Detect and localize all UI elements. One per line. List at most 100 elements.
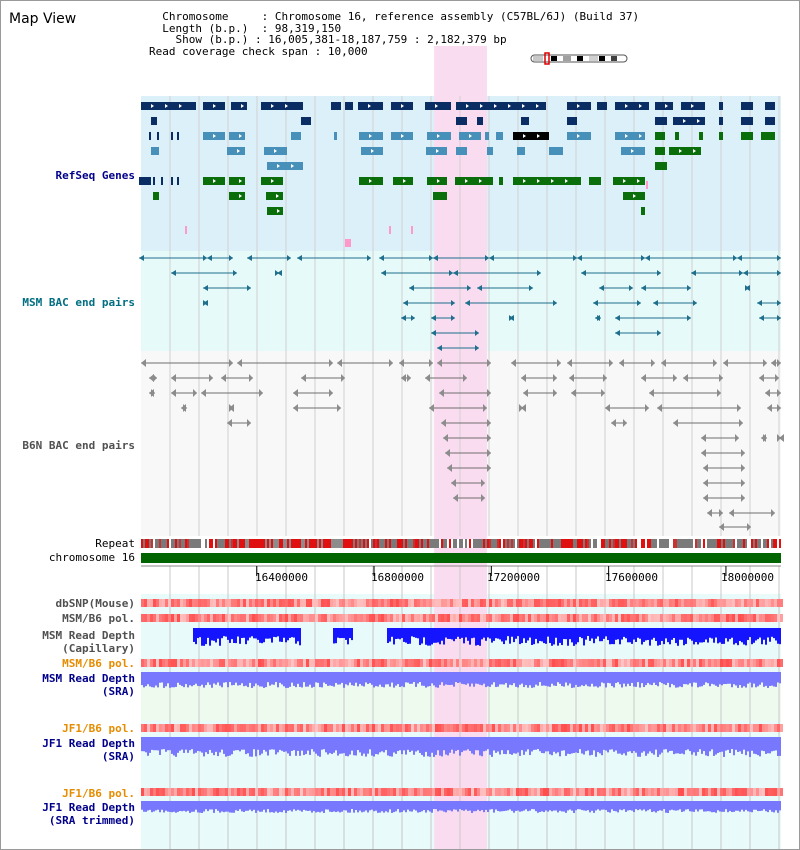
jf1-b6-pol-heat-cell [141, 724, 144, 732]
dbsnp-heat-cell [432, 599, 435, 607]
gene-strand-marker [697, 119, 700, 123]
jf1-trimmed-depth-bar [459, 801, 461, 810]
jf1-b6-pol-heat-cell [441, 724, 444, 732]
msm-sra-depth-bar [525, 672, 527, 686]
repeat-segment [543, 539, 545, 548]
msm-b6-pol-heat-cell [723, 659, 726, 667]
jf1-b6-pol-heat-cell [513, 788, 516, 796]
dbsnp-heat-cell [462, 599, 465, 607]
gene-strand-marker [239, 194, 242, 198]
msm-sra-depth-bar [601, 672, 603, 683]
msm-capillary-depth-bar [685, 628, 687, 644]
msm-capillary-depth-bar [591, 628, 593, 639]
msm-b6-pol-heat-cell [768, 659, 771, 667]
jf1-b6-pol-heat-cell [504, 724, 507, 732]
msm-capillary-depth-bar [453, 628, 455, 642]
jf1-b6-pol-heat-cell [699, 788, 702, 796]
jf1-trimmed-depth-bar [303, 801, 305, 810]
gene-feature [301, 117, 311, 125]
jf1-b6-pol-heat-cell [561, 724, 564, 732]
jf1-trimmed-depth-bar [291, 801, 293, 812]
jf1-trimmed-depth-bar [197, 801, 199, 813]
jf1-b6-pol-heat-cell [144, 724, 147, 732]
jf1-sra-depth-bar [455, 737, 457, 751]
repeat-segment [737, 539, 739, 548]
msm-b6-pol-heat-cell [744, 614, 747, 622]
msm-capillary-depth-bar [285, 628, 287, 643]
dbsnp-heat-cell [327, 599, 330, 607]
jf1-b6-pol-heat-cell [204, 788, 207, 796]
msm-capillary-depth-bar [723, 628, 725, 644]
msm-capillary-depth-bar [733, 628, 735, 645]
msm-b6-pol-heat-cell [771, 659, 774, 667]
jf1-b6-pol-heat-cell [258, 724, 261, 732]
b6n-bac-end [767, 404, 772, 412]
b6n-bac-end [337, 359, 342, 367]
repeat-segment [285, 539, 287, 548]
msm-b6-pol-heat-cell [471, 659, 474, 667]
msm-b6-pol-heat-cell [210, 659, 213, 667]
jf1-b6-pol-heat-cell [213, 724, 216, 732]
msm-capillary-depth-bar [507, 628, 509, 637]
msm-capillary-depth-bar [239, 628, 241, 644]
jf1-sra-depth-bar [617, 737, 619, 754]
msm-b6-pol-heat-cell [246, 614, 249, 622]
repeat-segment [405, 539, 407, 548]
dbsnp-heat-cell [318, 599, 321, 607]
jf1-b6-pol-heat-cell [219, 788, 222, 796]
jf1-b6-pol-heat-cell [669, 788, 672, 796]
msm-b6-pol-heat-cell [327, 614, 330, 622]
repeat-segment [505, 539, 507, 548]
msm-b6-pol-heat-cell [351, 614, 354, 622]
msm-sra-depth-bar [427, 672, 429, 687]
repeat-segment [333, 539, 335, 548]
msm-sra-depth-bar [483, 672, 485, 684]
gene-strand-marker [494, 104, 497, 108]
msm-capillary-depth-bar [333, 628, 335, 644]
msm-capillary-depth-bar [227, 628, 229, 640]
jf1-sra-depth-bar [653, 737, 655, 755]
jf1-b6-pol-heat-cell [438, 724, 441, 732]
jf1-b6-pol-heat-cell [606, 724, 609, 732]
jf1-trimmed-depth-bar [655, 801, 657, 813]
gene-feature [345, 102, 353, 110]
gene-feature [699, 132, 703, 140]
repeat-segment [679, 539, 681, 548]
jf1-b6-pol-heat-cell [708, 788, 711, 796]
chromosome-ideogram[interactable] [529, 52, 631, 66]
jf1-b6-pol-heat-cell [765, 788, 768, 796]
repeat-segment [295, 539, 297, 548]
jf1-b6-pol-heat-cell [390, 788, 393, 796]
msm-sra-depth-bar [629, 672, 631, 686]
jf1-b6-pol-heat-cell [498, 788, 501, 796]
jf1-sra-depth-bar [629, 737, 631, 752]
jf1-trimmed-depth-bar [395, 801, 397, 812]
jf1-trimmed-depth-bar [455, 801, 457, 810]
msm-capillary-depth-bar [445, 628, 447, 638]
dbsnp-heat-cell [546, 599, 549, 607]
jf1-sra-depth-bar [733, 737, 735, 756]
msm-sra-depth-bar [703, 672, 705, 685]
repeat-segment [497, 539, 499, 548]
jf1-sra-depth-bar [657, 737, 659, 757]
msm-sra-depth-bar [383, 672, 385, 688]
repeat-segment [687, 539, 689, 548]
jf1-trimmed-depth-bar [365, 801, 367, 811]
jf1-trimmed-depth-bar [515, 801, 517, 811]
jf1-trimmed-depth-bar [311, 801, 313, 813]
dbsnp-heat-cell [237, 599, 240, 607]
msm-sra-depth-bar [533, 672, 535, 688]
gene-strand-marker [213, 179, 216, 183]
repeat-segment [167, 539, 169, 548]
jf1-b6-pol-heat-cell [417, 724, 420, 732]
msm-capillary-depth-bar [223, 628, 225, 637]
msm-sra-depth-bar [623, 672, 625, 684]
jf1-sra-depth-bar [561, 737, 563, 751]
gene-strand-marker [522, 104, 525, 108]
jf1-trimmed-depth-bar [667, 801, 669, 813]
jf1-sra-depth-bar [641, 737, 643, 753]
jf1-b6-pol-heat-cell [444, 788, 447, 796]
msm-b6-pol-heat-cell [402, 659, 405, 667]
jf1-b6-pol-heat-cell [195, 724, 198, 732]
